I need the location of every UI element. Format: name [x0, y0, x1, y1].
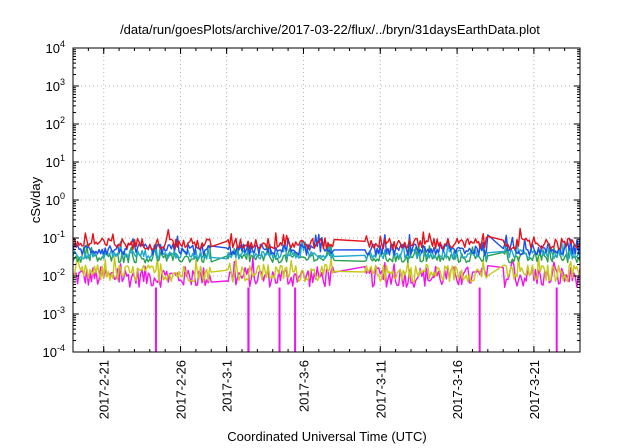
y-tick-label-base: 10	[43, 307, 57, 322]
series-line	[72, 255, 581, 283]
x-tick-label: 2017-3-11	[373, 360, 388, 418]
y-tick-label-base: 10	[46, 41, 60, 56]
y-tick-label-base: 10	[43, 269, 57, 284]
y-tick-label-base: 10	[43, 345, 57, 360]
x-axis: 2017-2-21 2017-2-26 2017-3-1 2017-3-6 2017-3…	[72, 48, 581, 419]
y-tick-label: 10-2	[43, 267, 65, 284]
y-tick-label: 10-4	[43, 343, 65, 360]
x-tick-label: 2017-3-1	[220, 360, 235, 412]
y-tick-label-exponent: 1	[60, 153, 65, 163]
y-tick-label-base: 10	[46, 79, 60, 94]
x-tick-label: 2017-3-6	[296, 360, 311, 412]
series-line	[72, 239, 581, 260]
y-tick-label-exponent: -4	[57, 343, 65, 353]
x-axis-label: Coordinated Universal Time (UTC)	[227, 429, 426, 444]
y-tick-label: 100	[46, 191, 65, 208]
y-tick-label-base: 10	[46, 193, 60, 208]
chart-title: /data/run/goesPlots/archive/2017-03-22/f…	[120, 22, 540, 37]
y-tick-label: 104	[46, 39, 65, 56]
y-tick-label: 10-1	[43, 229, 65, 246]
y-tick-label: 101	[46, 153, 65, 170]
x-tick-label: 2017-2-26	[174, 360, 189, 419]
series-line	[72, 243, 581, 264]
y-tick-label-exponent: -3	[57, 305, 65, 315]
y-tick-label-exponent: 4	[60, 39, 65, 49]
plot-area	[72, 227, 581, 352]
x-tick-label: 2017-2-21	[97, 360, 112, 419]
x-tick-label: 2017-3-16	[450, 360, 465, 419]
grid	[73, 48, 580, 352]
y-tick-label: 10-3	[43, 305, 65, 322]
y-tick-label-exponent: 0	[60, 191, 65, 201]
y-tick-label: 102	[46, 115, 65, 132]
y-tick-label-base: 10	[46, 155, 60, 170]
y-tick-label-exponent: 3	[60, 77, 65, 87]
y-tick-label: 103	[46, 77, 65, 94]
y-tick-label-exponent: -2	[57, 267, 65, 277]
series-line	[72, 256, 581, 288]
x-tick-label: 2017-3-21	[527, 360, 542, 419]
y-tick-label-base: 10	[46, 117, 60, 132]
y-axis-label: cSv/day	[28, 176, 43, 223]
y-tick-label-exponent: 2	[60, 115, 65, 125]
series-line	[72, 227, 581, 251]
y-tick-label-exponent: -1	[57, 229, 65, 239]
y-tick-label-base: 10	[43, 231, 57, 246]
